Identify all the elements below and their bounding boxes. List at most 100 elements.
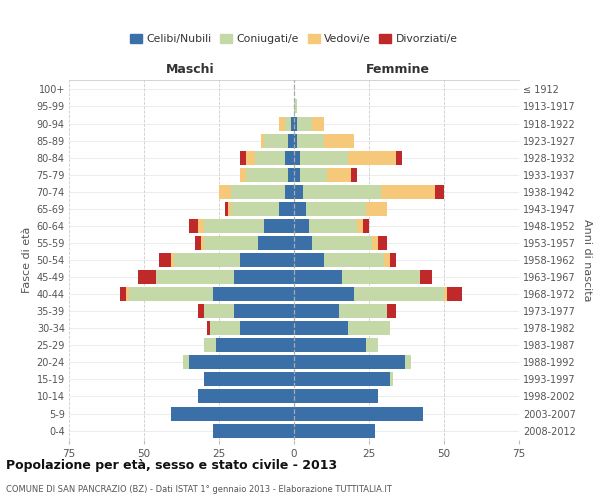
- Bar: [285, 185, 294, 198]
- Bar: [294, 338, 366, 352]
- Bar: [435, 185, 444, 198]
- Y-axis label: Anni di nascita: Anni di nascita: [581, 219, 592, 301]
- Bar: [204, 372, 294, 386]
- Bar: [294, 270, 342, 284]
- Bar: [300, 168, 327, 181]
- Bar: [234, 270, 294, 284]
- Bar: [198, 390, 294, 404]
- Bar: [279, 116, 285, 130]
- Bar: [240, 253, 294, 267]
- Bar: [342, 270, 420, 284]
- Bar: [207, 322, 210, 335]
- Bar: [213, 424, 294, 438]
- Bar: [294, 390, 378, 404]
- Bar: [354, 287, 444, 301]
- Bar: [279, 202, 294, 216]
- Bar: [396, 150, 402, 164]
- Bar: [171, 406, 294, 420]
- Bar: [174, 253, 240, 267]
- Bar: [324, 134, 354, 147]
- Bar: [231, 185, 285, 198]
- Bar: [387, 304, 396, 318]
- Bar: [405, 356, 411, 370]
- Bar: [255, 150, 285, 164]
- Bar: [264, 134, 288, 147]
- Bar: [312, 116, 324, 130]
- Bar: [261, 134, 264, 147]
- Bar: [246, 168, 288, 181]
- Bar: [171, 253, 174, 267]
- Bar: [189, 219, 198, 233]
- Legend: Celibi/Nubili, Coniugati/e, Vedovi/e, Divorziati/e: Celibi/Nubili, Coniugati/e, Vedovi/e, Di…: [126, 30, 462, 48]
- Bar: [198, 219, 204, 233]
- Bar: [294, 100, 297, 114]
- Bar: [156, 270, 234, 284]
- Bar: [303, 185, 381, 198]
- Bar: [159, 253, 171, 267]
- Bar: [390, 253, 396, 267]
- Bar: [384, 253, 390, 267]
- Bar: [195, 236, 201, 250]
- Bar: [363, 219, 369, 233]
- Bar: [294, 116, 297, 130]
- Bar: [420, 270, 432, 284]
- Bar: [138, 270, 156, 284]
- Bar: [234, 304, 294, 318]
- Bar: [183, 356, 189, 370]
- Bar: [288, 134, 294, 147]
- Bar: [219, 185, 231, 198]
- Y-axis label: Fasce di età: Fasce di età: [22, 227, 32, 293]
- Bar: [294, 372, 390, 386]
- Bar: [288, 168, 294, 181]
- Bar: [225, 202, 228, 216]
- Bar: [294, 406, 423, 420]
- Bar: [297, 116, 312, 130]
- Bar: [351, 168, 357, 181]
- Bar: [198, 304, 204, 318]
- Bar: [258, 236, 294, 250]
- Bar: [204, 236, 258, 250]
- Bar: [324, 253, 384, 267]
- Bar: [312, 236, 372, 250]
- Bar: [213, 287, 294, 301]
- Bar: [294, 236, 312, 250]
- Bar: [129, 287, 213, 301]
- Bar: [390, 372, 393, 386]
- Bar: [306, 202, 366, 216]
- Bar: [264, 219, 294, 233]
- Bar: [231, 202, 279, 216]
- Bar: [381, 185, 435, 198]
- Bar: [339, 304, 387, 318]
- Bar: [294, 168, 300, 181]
- Bar: [294, 322, 348, 335]
- Bar: [294, 202, 306, 216]
- Bar: [447, 287, 462, 301]
- Bar: [357, 219, 363, 233]
- Bar: [204, 219, 264, 233]
- Bar: [201, 236, 204, 250]
- Bar: [294, 287, 354, 301]
- Text: Femmine: Femmine: [365, 64, 430, 76]
- Bar: [120, 287, 126, 301]
- Bar: [294, 134, 297, 147]
- Bar: [294, 253, 324, 267]
- Bar: [294, 304, 339, 318]
- Bar: [309, 219, 357, 233]
- Text: Maschi: Maschi: [166, 64, 215, 76]
- Bar: [285, 150, 294, 164]
- Bar: [444, 287, 447, 301]
- Bar: [366, 202, 387, 216]
- Bar: [297, 134, 324, 147]
- Bar: [294, 185, 303, 198]
- Bar: [378, 236, 387, 250]
- Bar: [210, 322, 240, 335]
- Bar: [240, 322, 294, 335]
- Bar: [228, 202, 231, 216]
- Bar: [126, 287, 129, 301]
- Bar: [372, 236, 378, 250]
- Bar: [216, 338, 294, 352]
- Bar: [204, 304, 234, 318]
- Bar: [291, 116, 294, 130]
- Bar: [348, 150, 396, 164]
- Text: Popolazione per età, sesso e stato civile - 2013: Popolazione per età, sesso e stato civil…: [6, 458, 337, 471]
